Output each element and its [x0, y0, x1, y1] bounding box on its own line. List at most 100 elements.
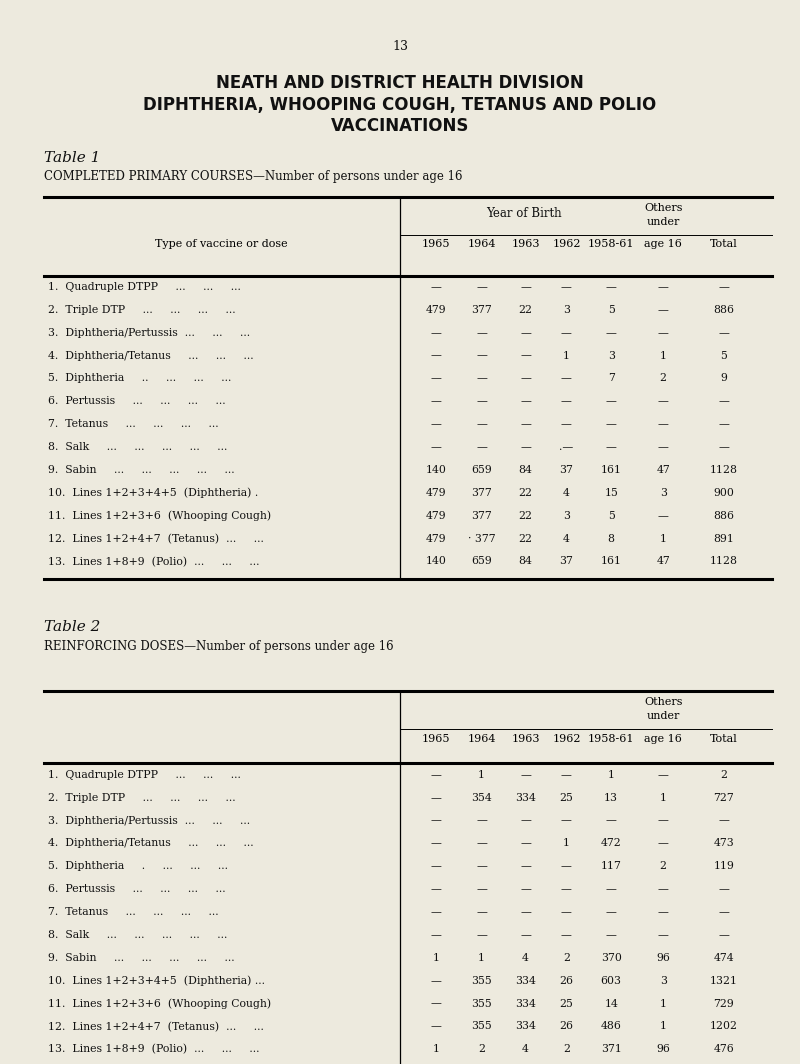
- Text: 11.  Lines 1+2+3+6  (Whooping Cough): 11. Lines 1+2+3+6 (Whooping Cough): [48, 998, 271, 1009]
- Text: —: —: [718, 397, 730, 406]
- Text: 479: 479: [426, 511, 446, 520]
- Text: —: —: [476, 930, 487, 940]
- Text: Type of vaccine or dose: Type of vaccine or dose: [155, 239, 288, 249]
- Text: 334: 334: [515, 998, 536, 1009]
- Text: 4: 4: [522, 953, 529, 963]
- Text: VACCINATIONS: VACCINATIONS: [331, 117, 469, 135]
- Text: 25: 25: [559, 998, 574, 1009]
- Text: —: —: [476, 443, 487, 452]
- Text: 4: 4: [563, 534, 570, 544]
- Text: 354: 354: [471, 793, 492, 802]
- Text: 4: 4: [563, 488, 570, 498]
- Text: —: —: [430, 862, 442, 871]
- Text: —: —: [520, 328, 531, 337]
- Text: 3.  Diphtheria/Pertussis  ...     ...     ...: 3. Diphtheria/Pertussis ... ... ...: [48, 815, 250, 826]
- Text: 472: 472: [601, 838, 622, 848]
- Text: Others: Others: [644, 698, 682, 708]
- Text: 140: 140: [426, 465, 446, 475]
- Text: 8.  Salk     ...     ...     ...     ...     ...: 8. Salk ... ... ... ... ...: [48, 930, 227, 940]
- Text: —: —: [658, 443, 669, 452]
- Text: 1965: 1965: [422, 239, 450, 249]
- Text: —: —: [520, 838, 531, 848]
- Text: —: —: [476, 907, 487, 917]
- Text: 1: 1: [563, 838, 570, 848]
- Text: 1: 1: [433, 953, 439, 963]
- Text: 84: 84: [518, 465, 533, 475]
- Text: —: —: [658, 930, 669, 940]
- Text: 13.  Lines 1+8+9  (Polio)  ...     ...     ...: 13. Lines 1+8+9 (Polio) ... ... ...: [48, 1045, 259, 1054]
- Text: —: —: [430, 998, 442, 1009]
- Text: —: —: [430, 419, 442, 429]
- Text: 84: 84: [518, 556, 533, 566]
- Text: 2: 2: [563, 1045, 570, 1054]
- Text: —: —: [520, 907, 531, 917]
- Text: —: —: [606, 397, 617, 406]
- Text: 12.  Lines 1+2+4+7  (Tetanus)  ...     ...: 12. Lines 1+2+4+7 (Tetanus) ... ...: [48, 1021, 264, 1032]
- Text: —: —: [520, 443, 531, 452]
- Text: —: —: [658, 305, 669, 315]
- Text: 7.  Tetanus     ...     ...     ...     ...: 7. Tetanus ... ... ... ...: [48, 907, 218, 917]
- Text: Table 2: Table 2: [44, 619, 100, 634]
- Text: 22: 22: [518, 511, 533, 520]
- Text: 377: 377: [471, 488, 492, 498]
- Text: 1202: 1202: [710, 1021, 738, 1031]
- Text: —: —: [658, 282, 669, 292]
- Text: 10.  Lines 1+2+3+4+5  (Diphtheria) ...: 10. Lines 1+2+3+4+5 (Diphtheria) ...: [48, 976, 265, 986]
- Text: —: —: [430, 838, 442, 848]
- Text: 355: 355: [471, 998, 492, 1009]
- Text: —: —: [476, 328, 487, 337]
- Text: 1963: 1963: [511, 239, 540, 249]
- Text: 2: 2: [721, 770, 727, 780]
- Text: —: —: [430, 1021, 442, 1031]
- Text: 1963: 1963: [511, 734, 540, 744]
- Text: 1.  Quadruple DTPP     ...     ...     ...: 1. Quadruple DTPP ... ... ...: [48, 770, 241, 780]
- Text: —: —: [430, 770, 442, 780]
- Text: —: —: [718, 884, 730, 894]
- Text: 9.  Sabin     ...     ...     ...     ...     ...: 9. Sabin ... ... ... ... ...: [48, 953, 234, 963]
- Text: —: —: [561, 815, 572, 826]
- Text: —: —: [476, 884, 487, 894]
- Text: 47: 47: [656, 556, 670, 566]
- Text: Total: Total: [710, 734, 738, 744]
- Text: —: —: [476, 838, 487, 848]
- Text: 1: 1: [660, 351, 666, 361]
- Text: 8.  Salk     ...     ...     ...     ...     ...: 8. Salk ... ... ... ... ...: [48, 443, 227, 452]
- Text: —: —: [520, 419, 531, 429]
- Text: 13: 13: [392, 40, 408, 53]
- Text: 377: 377: [471, 305, 492, 315]
- Text: 13: 13: [604, 793, 618, 802]
- Text: 11.  Lines 1+2+3+6  (Whooping Cough): 11. Lines 1+2+3+6 (Whooping Cough): [48, 511, 271, 521]
- Text: age 16: age 16: [644, 734, 682, 744]
- Text: 161: 161: [601, 465, 622, 475]
- Text: —: —: [476, 815, 487, 826]
- Text: 4.  Diphtheria/Tetanus     ...     ...     ...: 4. Diphtheria/Tetanus ... ... ...: [48, 838, 254, 848]
- Text: —: —: [561, 907, 572, 917]
- Text: 1: 1: [563, 351, 570, 361]
- Text: REINFORCING DOSES—Number of persons under age 16: REINFORCING DOSES—Number of persons unde…: [44, 639, 394, 653]
- Text: —: —: [561, 884, 572, 894]
- Text: 486: 486: [601, 1021, 622, 1031]
- Text: 1958-61: 1958-61: [588, 734, 634, 744]
- Text: —: —: [520, 397, 531, 406]
- Text: —: —: [430, 976, 442, 985]
- Text: 1: 1: [660, 793, 666, 802]
- Text: 119: 119: [714, 862, 734, 871]
- Text: 5: 5: [608, 305, 614, 315]
- Text: —: —: [430, 373, 442, 383]
- Text: —: —: [520, 862, 531, 871]
- Text: 1128: 1128: [710, 556, 738, 566]
- Text: —: —: [476, 282, 487, 292]
- Text: 13.  Lines 1+8+9  (Polio)  ...     ...     ...: 13. Lines 1+8+9 (Polio) ... ... ...: [48, 556, 259, 567]
- Text: 6.  Pertussis     ...     ...     ...     ...: 6. Pertussis ... ... ... ...: [48, 884, 226, 894]
- Text: 22: 22: [518, 305, 533, 315]
- Text: 3: 3: [563, 511, 570, 520]
- Text: 479: 479: [426, 534, 446, 544]
- Text: —: —: [658, 511, 669, 520]
- Text: 22: 22: [518, 534, 533, 544]
- Text: 37: 37: [559, 465, 574, 475]
- Text: 6.  Pertussis     ...     ...     ...     ...: 6. Pertussis ... ... ... ...: [48, 397, 226, 406]
- Text: 334: 334: [515, 976, 536, 985]
- Text: —: —: [606, 815, 617, 826]
- Text: —: —: [430, 884, 442, 894]
- Text: —: —: [561, 770, 572, 780]
